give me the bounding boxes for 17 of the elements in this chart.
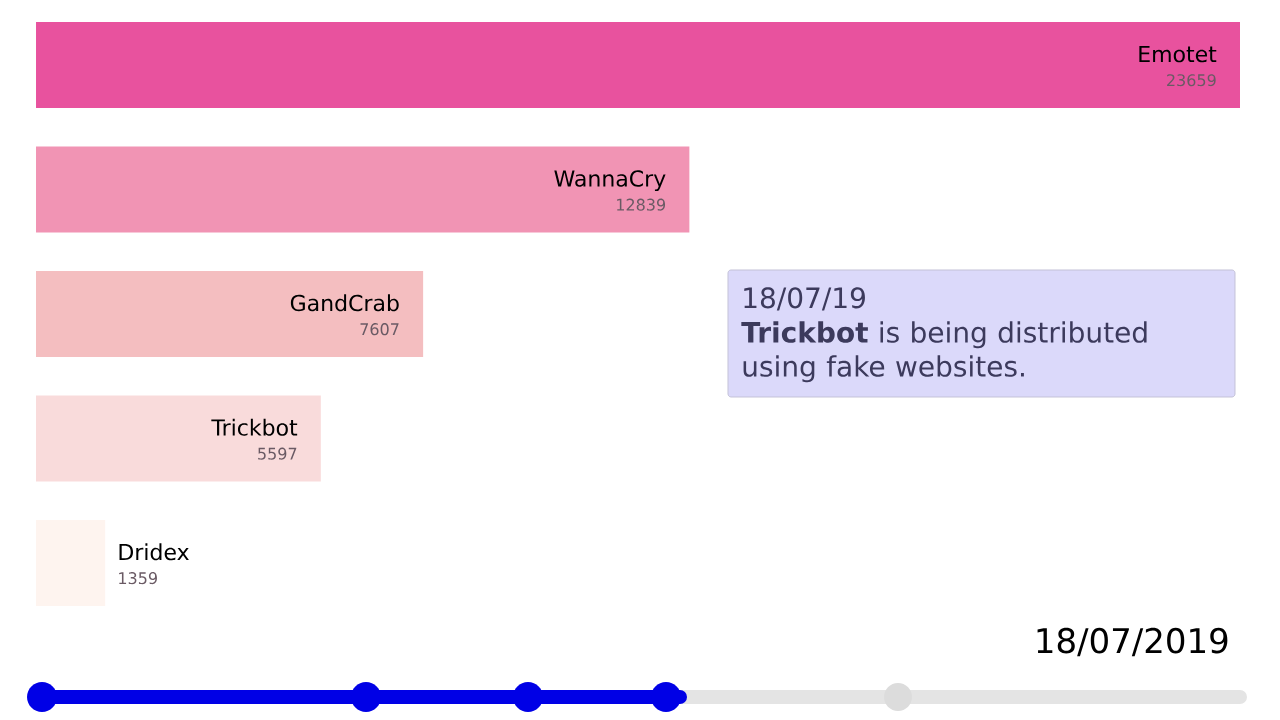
data-label: 5597 xyxy=(258,447,297,460)
bar xyxy=(36,270,424,357)
bar xyxy=(36,22,1240,108)
data-label: 23659 xyxy=(1167,74,1216,87)
data-label: 1359 xyxy=(119,572,157,585)
y-tick-label: WannaCry xyxy=(554,170,666,192)
y-tick-label: Emotet xyxy=(1139,45,1217,63)
y-tick-label: GandCrab xyxy=(290,294,399,312)
bar xyxy=(36,395,321,482)
bar xyxy=(36,146,690,233)
data-label: 12839 xyxy=(617,198,666,211)
annotation: Trickbot is being distributed using fake websites. xyxy=(741,321,1147,383)
y-tick-label: Trickbot xyxy=(211,418,298,436)
y-tick-label: Dridex xyxy=(119,543,189,561)
annotation: 18/07/19 xyxy=(744,287,865,311)
text: 18/07/2019 xyxy=(1037,627,1228,657)
data-label: 7607 xyxy=(360,323,399,336)
